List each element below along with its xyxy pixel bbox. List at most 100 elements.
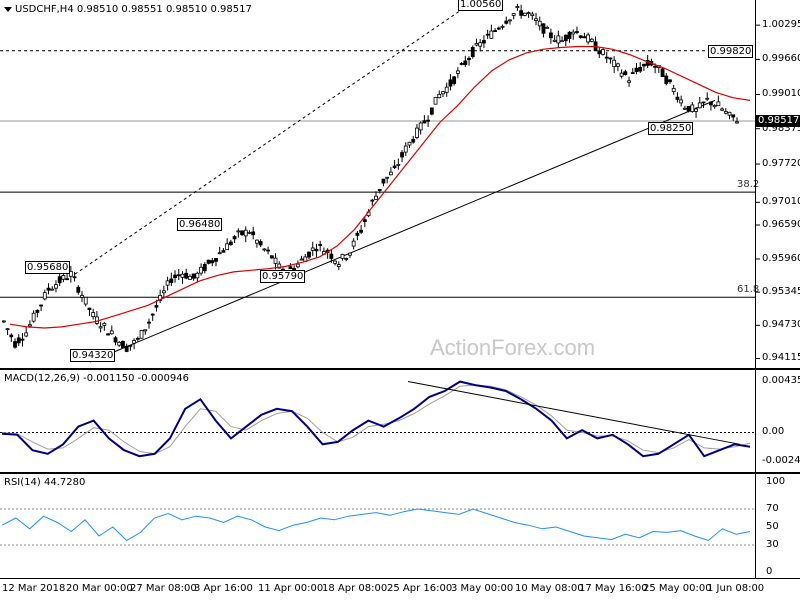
candle-body	[109, 330, 114, 335]
candle-body	[147, 321, 151, 324]
candle-body	[589, 38, 594, 42]
pane-separator[interactable]	[0, 368, 800, 370]
price-tick-label: 0.96590	[762, 218, 800, 230]
candle-body	[545, 26, 550, 29]
macd-signal-line	[1, 384, 751, 455]
symbol-label: USDCHF,H4	[15, 4, 74, 15]
candle-body	[39, 304, 43, 307]
candle-body	[668, 79, 672, 83]
time-tick-label: 1 Jun 08:00	[707, 583, 765, 594]
candle-body	[388, 171, 393, 176]
candle-body	[478, 42, 483, 47]
candle-body	[340, 253, 345, 259]
candle-body	[9, 334, 14, 338]
moving-average-line	[9, 45, 751, 329]
candle-body	[575, 31, 579, 33]
candle-body	[679, 99, 684, 104]
candle-body	[173, 274, 177, 279]
candle-body	[128, 344, 133, 347]
candle-body	[310, 247, 315, 251]
candle-body	[567, 31, 572, 40]
candle-body	[236, 230, 241, 233]
candle-body	[660, 68, 665, 77]
time-tick-label: 3 Apr 16:00	[194, 583, 253, 594]
candle-body	[247, 231, 252, 234]
candle-body	[191, 273, 196, 279]
candle-body	[295, 263, 300, 268]
candle-body	[664, 75, 669, 84]
time-axis-line	[0, 578, 800, 579]
price-chart-pane[interactable]: USDCHF,H4 0.98510 0.98551 0.98510 0.9851…	[0, 0, 800, 368]
collapse-triangle-icon[interactable]	[4, 6, 12, 12]
candle-body	[370, 199, 375, 202]
candle-body	[441, 91, 445, 95]
candle-body	[206, 259, 211, 264]
candle-body	[720, 108, 724, 111]
current-price-tag: 0.98517	[756, 115, 800, 128]
price-axis-line	[755, 0, 756, 578]
candle-body	[57, 276, 62, 284]
candle-body	[158, 295, 163, 301]
rsi-label: RSI(14) 44.7280	[4, 477, 86, 488]
candle-body	[76, 286, 81, 293]
price-tick-label: 0.97720	[762, 158, 800, 170]
candle-body	[314, 248, 319, 252]
candle-body	[608, 57, 613, 60]
candle-body	[601, 49, 605, 55]
candle-body	[31, 312, 36, 322]
rsi-pane[interactable]: RSI(14) 44.7280 100 70 50 30 0	[0, 474, 800, 578]
support-trendline	[89, 99, 716, 363]
candle-body	[240, 230, 244, 236]
candle-body	[571, 31, 576, 35]
candle-body	[195, 272, 200, 279]
candle-body	[61, 275, 66, 280]
candle-body	[176, 274, 181, 277]
candle-body	[80, 295, 84, 298]
candle-body	[515, 6, 520, 8]
candle-body	[426, 119, 430, 122]
candle-body	[682, 107, 687, 110]
candle-body	[50, 288, 55, 291]
price-tick-label: 0.95345	[762, 286, 800, 298]
pane-separator[interactable]	[0, 472, 800, 474]
macd-chart	[0, 380, 755, 458]
candle-body	[671, 88, 676, 93]
candle-body	[374, 195, 378, 200]
candle-body	[511, 13, 516, 16]
candle-body	[467, 57, 471, 61]
candle-body	[54, 284, 58, 289]
candle-body	[623, 71, 628, 75]
candle-body	[24, 332, 29, 337]
candle-body	[46, 287, 51, 291]
price-annotation: 0.98250	[648, 122, 694, 136]
candle-body	[262, 248, 267, 251]
candle-body	[508, 19, 512, 22]
candle-body	[452, 76, 457, 84]
candle-body	[403, 145, 408, 153]
time-tick-label: 25 May 00:00	[643, 583, 712, 594]
candle-body	[615, 63, 620, 67]
candle-body	[217, 252, 222, 255]
price-chart	[0, 3, 760, 363]
rsi-tick-label: 100	[766, 476, 786, 487]
candle-body	[563, 34, 568, 42]
candle-body	[634, 67, 639, 72]
time-tick-label: 3 May 00:00	[451, 583, 514, 594]
macd-pane[interactable]: MACD(12,26,9) -0.001150 -0.000946 0.0043…	[0, 370, 800, 472]
candle-body	[381, 178, 386, 184]
candle-body	[333, 260, 337, 264]
candle-body	[143, 329, 148, 332]
chart-header: USDCHF,H4 0.98510 0.98551 0.98510 0.9851…	[4, 4, 252, 15]
candle-body	[228, 241, 233, 245]
macd-tick-label: 0.00	[762, 426, 785, 438]
price-annotation: 0.95790	[260, 270, 306, 284]
candle-body	[541, 23, 546, 34]
candle-body	[619, 72, 624, 77]
candle-body	[500, 25, 505, 28]
candle-body	[169, 278, 174, 283]
candle-body	[731, 114, 736, 118]
candle-body	[578, 35, 583, 38]
candle-body	[489, 30, 494, 39]
price-annotation: 0.95680	[25, 261, 71, 275]
candle-body	[422, 120, 427, 124]
